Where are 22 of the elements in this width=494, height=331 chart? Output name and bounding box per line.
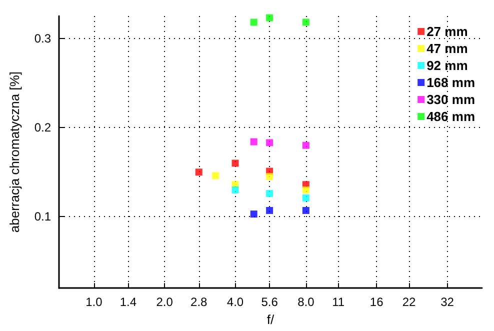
y-tick-label: 0.3 — [34, 31, 52, 46]
x-tick-label: 2.0 — [156, 295, 174, 310]
x-tick-label: 16 — [370, 295, 384, 310]
x-tick-label: 11 — [332, 295, 345, 310]
legend-label: 92 mm — [426, 58, 468, 73]
y-axis-title: aberracja chromatyczna [%] — [7, 71, 22, 233]
y-tick-label: 0.2 — [34, 120, 52, 135]
x-tick-label: 22 — [402, 295, 416, 310]
x-tick-label: 5.6 — [261, 295, 278, 310]
legend-label: 47 mm — [426, 41, 468, 56]
legend-label: 27 mm — [426, 24, 468, 39]
x-axis-title: f/ — [266, 312, 274, 327]
x-tick-label: 8.0 — [298, 295, 315, 310]
legend-label: 486 mm — [426, 109, 475, 124]
x-tick-label: 32 — [440, 295, 454, 310]
y-tick-label: 0.1 — [34, 210, 52, 224]
x-tick-label: 1.4 — [120, 295, 137, 310]
x-tick-label: 1.0 — [86, 295, 103, 310]
legend-label: 168 mm — [426, 75, 475, 90]
x-tick-label: 2.8 — [190, 295, 208, 310]
legend-label: 330 mm — [426, 92, 475, 107]
x-tick-label: 4.0 — [226, 295, 244, 310]
